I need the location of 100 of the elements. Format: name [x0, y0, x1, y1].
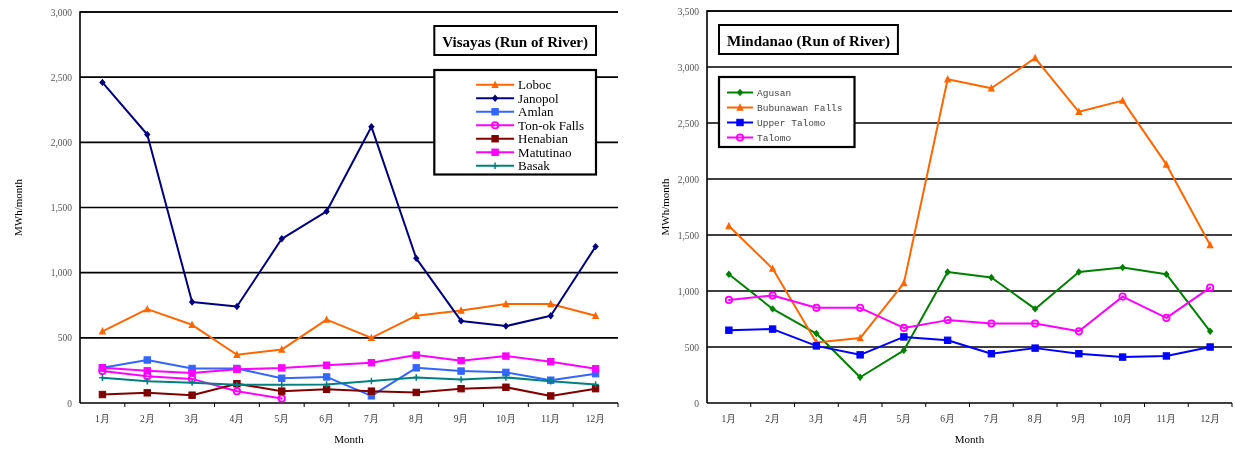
point	[412, 311, 420, 319]
point	[547, 299, 555, 308]
point	[591, 384, 600, 393]
x-tick-label: 2月	[765, 414, 780, 424]
point	[899, 323, 908, 333]
point	[547, 392, 555, 400]
x-tick-label: 9月	[1071, 414, 1087, 424]
y-tick-label: 2,000	[50, 137, 73, 148]
y-tick-label: 1,000	[50, 268, 73, 279]
point	[943, 316, 952, 325]
point	[1118, 96, 1127, 104]
x-tick-label: 9月	[453, 414, 469, 424]
x-tick-label: 8月	[408, 414, 424, 424]
point	[322, 361, 331, 369]
legend-label: Janopol	[518, 90, 559, 106]
point	[1031, 344, 1039, 352]
point	[322, 385, 331, 394]
point	[457, 384, 465, 393]
x-tick-label: 10月	[496, 414, 516, 424]
point	[900, 333, 908, 341]
y-axis-title: MWh/month	[659, 178, 671, 236]
point	[457, 375, 466, 384]
x-tick-label: 6月	[940, 414, 955, 424]
point	[987, 350, 996, 358]
x-tick-label: 7月	[364, 414, 379, 424]
point	[1206, 327, 1214, 336]
x-tick-label: 4月	[852, 414, 868, 424]
point	[143, 389, 151, 397]
point	[322, 315, 331, 323]
point	[188, 391, 196, 399]
point	[143, 372, 152, 381]
point	[856, 351, 864, 359]
point	[592, 242, 599, 251]
x-tick-label: 11月	[1156, 414, 1176, 424]
point	[367, 387, 376, 395]
y-axis-title: MWh/month	[12, 178, 24, 236]
x-tick-label: 3月	[184, 414, 200, 424]
point	[367, 377, 376, 385]
y-tick-label: 2,500	[50, 72, 73, 83]
point	[591, 365, 600, 373]
legend-label: Upper Talomo	[757, 117, 826, 129]
y-tick-label: 0	[67, 398, 73, 409]
point	[457, 367, 465, 375]
point	[323, 207, 330, 216]
point	[988, 273, 995, 282]
legend-label: Matutinao	[518, 144, 572, 160]
point	[278, 364, 286, 372]
legend-label: Agusan	[757, 87, 792, 99]
point	[987, 319, 996, 328]
point	[457, 306, 465, 314]
x-axis-title: Month	[954, 433, 985, 445]
point	[768, 325, 777, 333]
point	[367, 359, 376, 367]
point	[900, 346, 908, 355]
point	[412, 364, 420, 372]
x-axis-title: Month	[334, 433, 365, 445]
point	[768, 291, 777, 300]
x-tick-label: 5月	[896, 414, 912, 424]
legend-label: Henabian	[518, 131, 569, 147]
point	[768, 264, 777, 272]
point	[278, 374, 286, 382]
point	[278, 387, 286, 395]
point	[812, 342, 821, 350]
y-tick-label: 2,000	[677, 174, 700, 185]
legend-label: Ton-ok Falls	[518, 117, 584, 133]
point	[502, 352, 510, 360]
point	[501, 373, 510, 382]
y-tick-label: 3,000	[50, 7, 73, 18]
point	[188, 298, 196, 306]
point	[725, 270, 733, 278]
point	[412, 388, 420, 397]
legend-label: Bubunawan Falls	[757, 102, 843, 114]
x-tick-label: 12月	[1200, 414, 1220, 424]
y-tick-label: 1,000	[677, 286, 700, 297]
point	[278, 345, 286, 353]
point	[1075, 107, 1083, 115]
point	[412, 351, 420, 359]
x-tick-label: 7月	[984, 414, 999, 424]
point	[591, 311, 600, 319]
y-tick-label: 3,000	[677, 62, 700, 73]
y-tick-label: 1,500	[50, 203, 73, 213]
x-tick-label: 12月	[585, 414, 606, 424]
x-tick-label: 3月	[809, 414, 824, 424]
point	[1206, 283, 1215, 292]
point	[944, 268, 951, 276]
point	[413, 254, 420, 263]
point	[277, 394, 286, 403]
point	[547, 311, 554, 320]
point	[502, 383, 510, 391]
point	[98, 327, 107, 335]
x-tick-label: 10月	[1112, 414, 1133, 424]
point	[812, 303, 821, 312]
x-tick-label: 5月	[274, 414, 290, 424]
point	[1075, 268, 1083, 276]
point	[143, 304, 151, 313]
point	[457, 356, 465, 365]
point	[144, 130, 151, 139]
point	[502, 322, 510, 330]
point	[322, 373, 331, 381]
point	[1163, 270, 1170, 278]
